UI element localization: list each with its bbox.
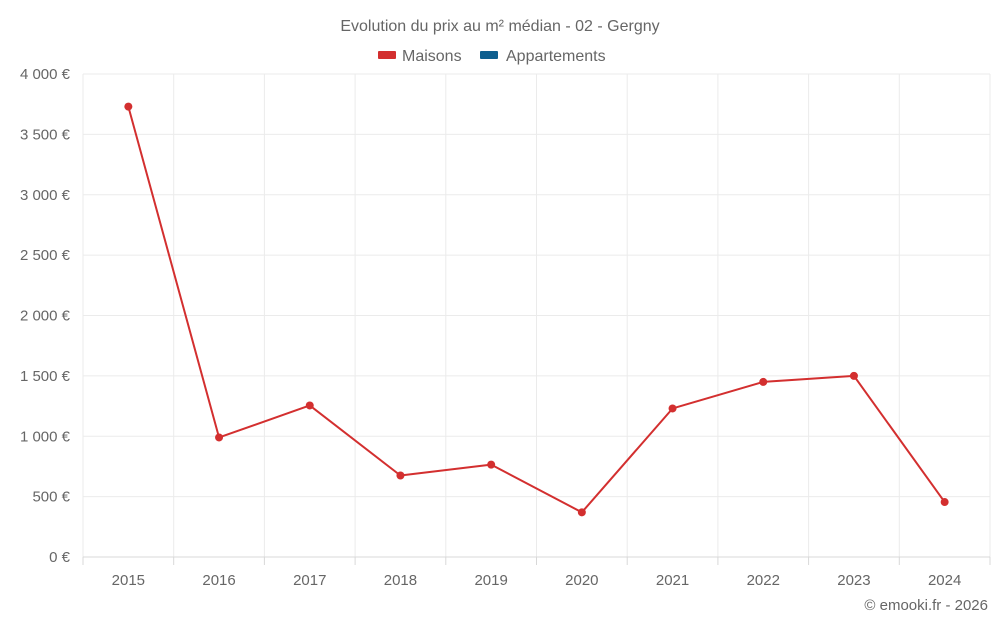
y-axis-ticks: 0 € 500 € 1 000 € 1 500 € 2 000 € 2 500 € 3 00…: [20, 66, 71, 566]
data-point[interactable]: [215, 433, 224, 442]
data-point[interactable]: [577, 508, 586, 517]
series-maisons: [124, 102, 949, 517]
x-tick-label: 2023: [837, 572, 870, 589]
legend-swatch-appartements: [480, 51, 498, 59]
data-point[interactable]: [487, 460, 496, 469]
y-tick-label: 2 500 €: [20, 247, 71, 264]
y-tick-label: 1 500 €: [20, 368, 71, 385]
legend-item-maisons[interactable]: Maisons: [378, 48, 462, 65]
x-tick-label: 2022: [747, 572, 780, 589]
x-tick-label: 2016: [202, 572, 235, 589]
y-tick-label: 0 €: [49, 549, 71, 566]
data-point[interactable]: [940, 498, 949, 507]
y-tick-label: 3 000 €: [20, 187, 71, 204]
x-tick-label: 2021: [656, 572, 689, 589]
legend-label-maisons: Maisons: [402, 48, 462, 65]
y-tick-label: 2 000 €: [20, 308, 71, 325]
x-tick-label: 2015: [112, 572, 145, 589]
y-tick-label: 500 €: [32, 489, 70, 506]
chart-title: Evolution du prix au m² médian - 02 - Ge…: [340, 18, 659, 35]
gridlines: [82, 73, 991, 557]
legend-item-appartements[interactable]: Appartements: [480, 48, 606, 65]
y-tick-label: 1 000 €: [20, 428, 71, 445]
y-tick-label: 3 500 €: [20, 126, 71, 143]
x-tick-label: 2017: [293, 572, 326, 589]
data-point[interactable]: [305, 401, 314, 410]
data-point[interactable]: [759, 377, 768, 386]
data-point[interactable]: [124, 102, 133, 111]
x-tick-label: 2024: [928, 572, 961, 589]
credit-text[interactable]: © emooki.fr - 2026: [864, 597, 988, 614]
legend-swatch-maisons: [378, 51, 396, 59]
x-axis-ticks: 2015 2016 2017 2018 2019 2020 2021 2022 2023 2024: [82, 557, 991, 589]
legend-label-appartements: Appartements: [506, 48, 606, 65]
data-point[interactable]: [396, 471, 405, 480]
data-point[interactable]: [668, 404, 677, 413]
legend: Maisons Appartements: [378, 48, 606, 65]
data-point[interactable]: [849, 371, 858, 380]
x-tick-label: 2020: [565, 572, 598, 589]
series-line: [127, 106, 946, 514]
y-tick-label: 4 000 €: [20, 66, 71, 83]
x-tick-label: 2018: [384, 572, 417, 589]
x-tick-label: 2019: [474, 572, 507, 589]
